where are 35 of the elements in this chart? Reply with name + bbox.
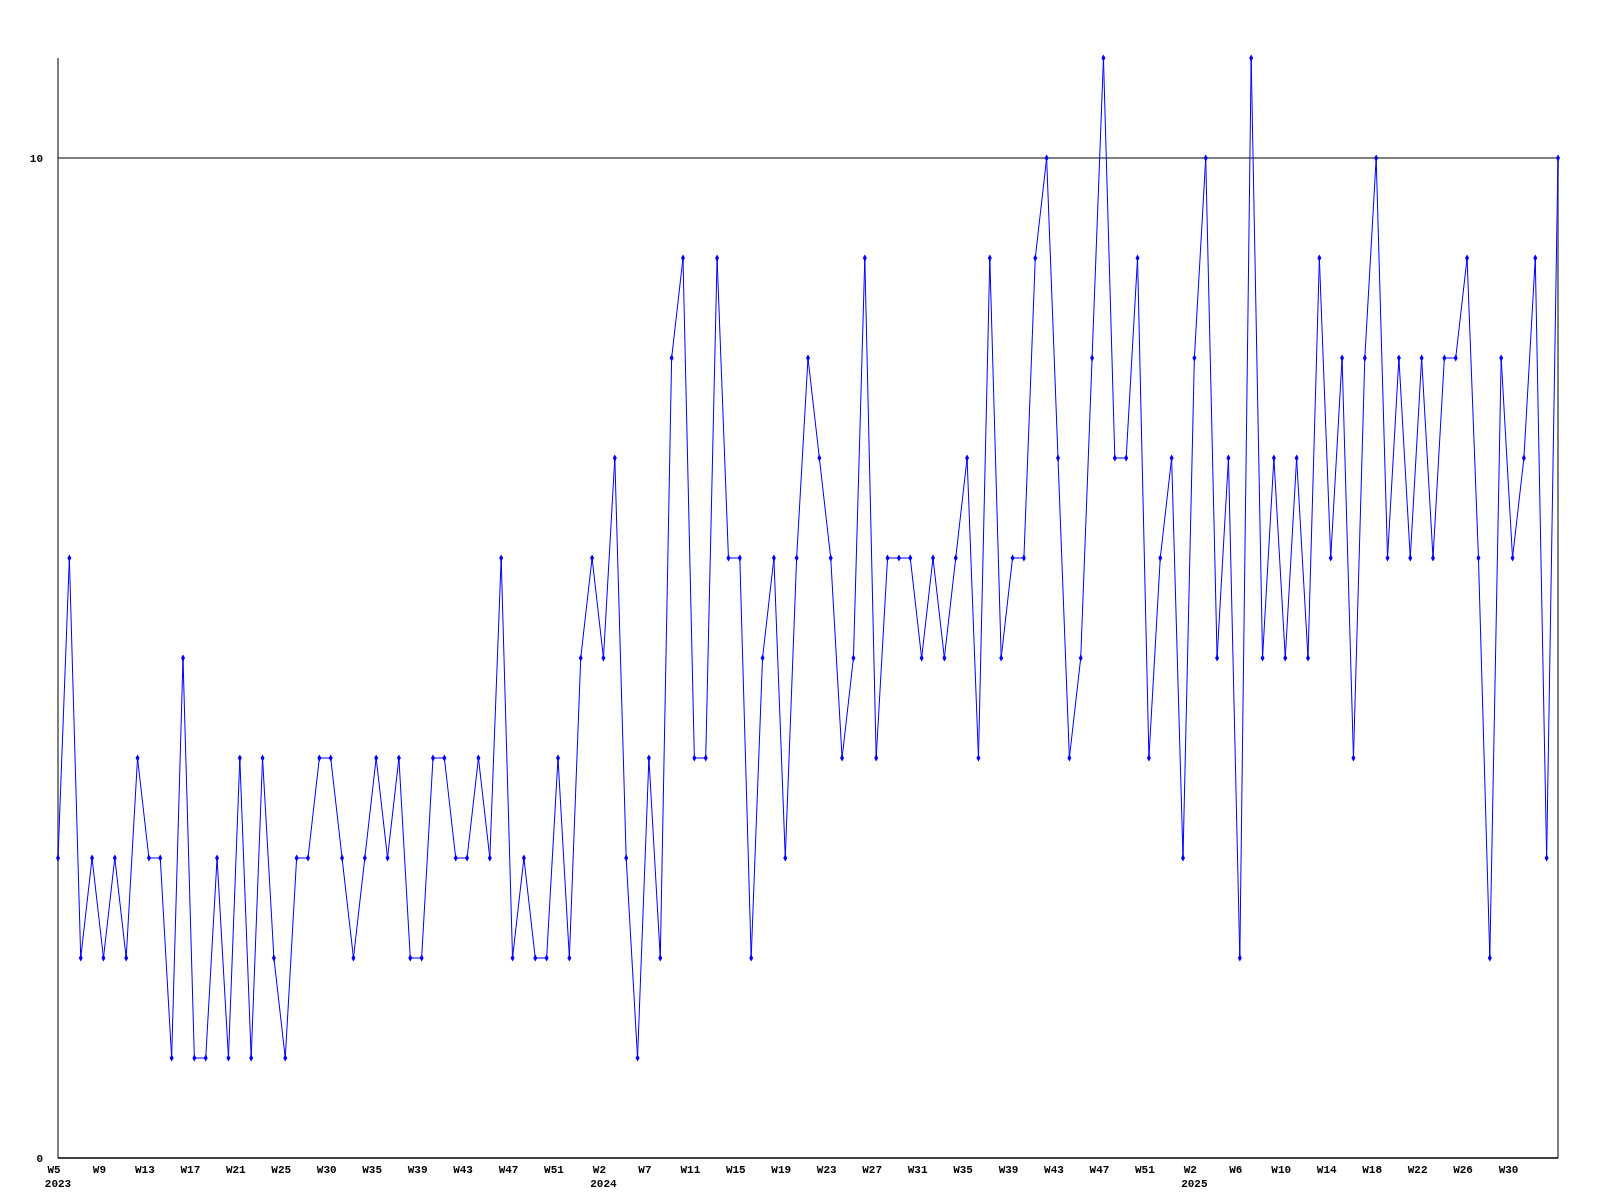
x-tick-label: W25 — [271, 1164, 292, 1176]
x-tick-label: W43 — [1044, 1164, 1065, 1176]
x-tick-label: W43 — [453, 1164, 474, 1176]
x-tick-label: W35 — [953, 1164, 974, 1176]
x-tick-label: W39 — [998, 1164, 1019, 1176]
x-tick-label: W10 — [1271, 1164, 1292, 1176]
x-tick-label: W35 — [362, 1164, 383, 1176]
x-tick-label: W13 — [135, 1164, 156, 1176]
x-tick-label: W7 — [638, 1164, 652, 1176]
x-tick-label: W21 — [225, 1164, 247, 1176]
x-tick-label: W9 — [92, 1164, 107, 1176]
x-tick-label: W47 — [498, 1164, 519, 1176]
x-tick-label: W11 — [680, 1164, 701, 1176]
x-tick-label: W14 — [1316, 1164, 1338, 1176]
x-tick-label: W15 — [725, 1164, 747, 1176]
x-tick-label: W22 — [1407, 1164, 1428, 1176]
y-tick-label: 0 — [36, 1152, 43, 1165]
x-tick-label: W19 — [771, 1164, 792, 1176]
x-tick-label: W31 — [907, 1164, 928, 1176]
x-tick-label: W6 — [1229, 1164, 1243, 1176]
x-tick-label: W30 — [316, 1164, 337, 1176]
x-tick-label: W39 — [407, 1164, 428, 1176]
x-tick-label: W51 — [544, 1164, 565, 1176]
x-tick-label: W2 2025 — [1181, 1164, 1208, 1190]
x-tick-label: W23 — [816, 1164, 838, 1176]
x-tick-label: W51 — [1135, 1164, 1156, 1176]
x-tick-label: W30 — [1498, 1164, 1519, 1176]
x-tick-label: W5 2023 — [44, 1164, 72, 1190]
x-tick-label: W27 — [862, 1164, 883, 1176]
x-tick-label: W47 — [1089, 1164, 1110, 1176]
x-tick-label: W26 — [1453, 1164, 1473, 1176]
x-tick-label: W18 — [1362, 1164, 1383, 1176]
x-tick-label: W2 2024 — [590, 1164, 618, 1190]
y-tick-label: 10 — [29, 152, 43, 165]
x-tick-label: W17 — [180, 1164, 201, 1176]
